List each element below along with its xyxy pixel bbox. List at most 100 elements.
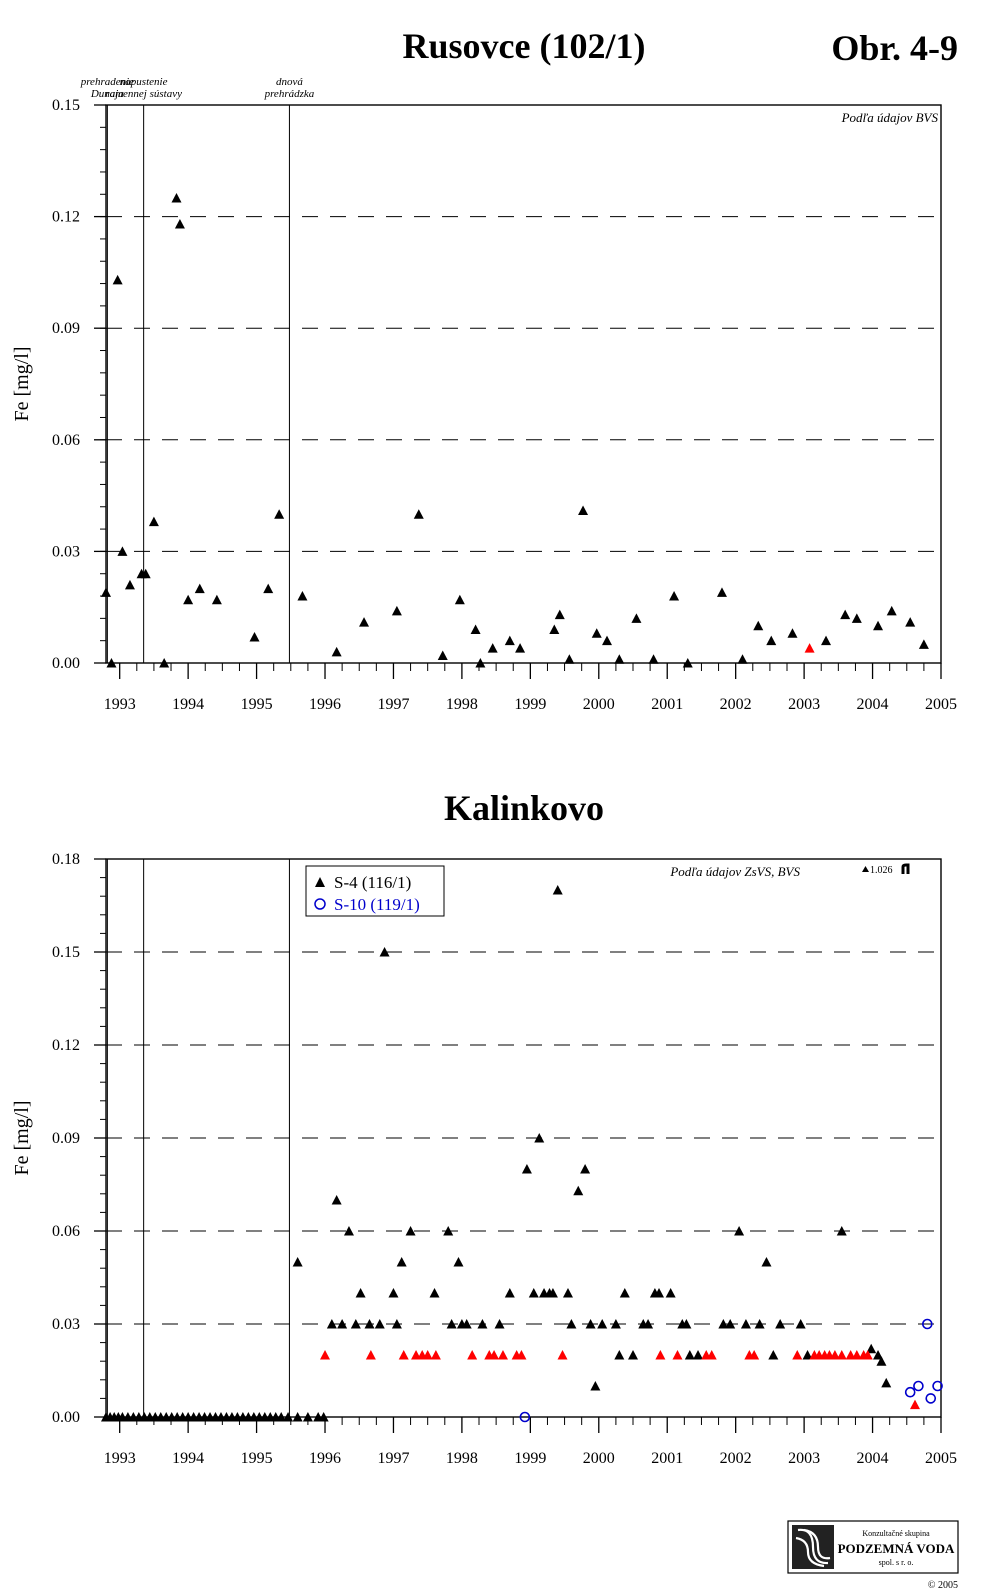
plot-frame: [105, 104, 942, 664]
y-tick-label: 0.06: [52, 1223, 80, 1240]
data-point: [391, 605, 402, 616]
figure-label: Obr. 4-9: [831, 28, 958, 68]
source-note: Podľa údajov BVS: [841, 110, 939, 125]
x-tick-label: 2002: [720, 696, 752, 713]
data-point: [684, 1350, 695, 1360]
logo-line1: Konzultačné skupina: [862, 1529, 930, 1538]
x-tick-label: 1998: [446, 696, 478, 713]
data-point: [174, 219, 185, 229]
data-point: [337, 1319, 348, 1329]
data-point: [761, 1257, 772, 1267]
logo-line3: spol. s r. o.: [879, 1558, 914, 1567]
x-tick-label: 1999: [514, 1450, 546, 1467]
x-tick-label: 1999: [514, 696, 546, 713]
data-point: [564, 654, 575, 664]
data-point: [396, 1257, 407, 1267]
data-point: [754, 1319, 765, 1329]
data-point: [547, 1288, 558, 1298]
data-point: [117, 546, 128, 556]
y-tick-label: 0.09: [52, 1130, 80, 1147]
data-point: [614, 654, 625, 664]
event-annotation: prehrádzka: [264, 88, 315, 100]
data-point: [585, 1319, 596, 1329]
chart-title: Kalinkovo: [444, 788, 604, 828]
data-point: [706, 1350, 717, 1360]
data-point: [840, 609, 851, 620]
y-tick-label: 0.12: [52, 209, 80, 226]
data-point: [475, 658, 486, 668]
data-point: [379, 947, 390, 957]
x-tick-label: 2000: [583, 1450, 615, 1467]
data-point: [610, 1319, 621, 1329]
y-tick-label: 0.03: [52, 1316, 80, 1333]
legend-box: [305, 865, 445, 917]
plot-frame: [105, 858, 942, 1418]
data-point: [665, 1288, 676, 1298]
data-point: [918, 639, 929, 649]
data-point: [905, 617, 916, 627]
data-point: [557, 1350, 568, 1360]
data-point: [159, 658, 170, 668]
data-point: [283, 1412, 294, 1422]
data-point: [718, 1319, 729, 1329]
data-point: [326, 1319, 337, 1329]
data-point: [925, 1393, 937, 1404]
data-point: [597, 1319, 608, 1329]
logo-line2: PODZEMNÁ VODA: [838, 1541, 955, 1556]
data-point: [413, 509, 424, 519]
data-point: [297, 591, 308, 601]
data-point: [388, 1288, 399, 1298]
data-point: [792, 1350, 803, 1360]
data-point: [836, 1226, 847, 1236]
x-tick-label: 2005: [925, 696, 957, 713]
data-point: [292, 1257, 303, 1267]
x-tick-label: 1996: [309, 696, 341, 713]
data-point: [787, 628, 798, 638]
data-point: [398, 1350, 409, 1360]
data-point: [648, 654, 659, 664]
y-tick-label: 0.15: [52, 944, 80, 961]
data-point: [737, 654, 748, 664]
copyright-text: © 2005: [928, 1580, 958, 1591]
x-tick-label: 1993: [104, 1450, 136, 1467]
data-point: [886, 605, 897, 616]
data-point: [766, 635, 777, 646]
data-point: [454, 594, 465, 605]
event-annotation: Dunaja: [90, 88, 125, 100]
data-point: [276, 1412, 287, 1422]
data-point: [521, 1164, 532, 1174]
data-point: [725, 1319, 736, 1329]
data-point: [740, 1319, 751, 1329]
y-tick-label: 0.15: [52, 97, 80, 114]
data-point: [909, 1399, 920, 1410]
data-point: [829, 1350, 840, 1360]
data-point: [693, 1350, 704, 1360]
data-point: [922, 1318, 933, 1330]
company-logo-icon: [792, 1525, 834, 1569]
data-point: [331, 1195, 342, 1205]
data-point: [672, 1350, 683, 1360]
data-point: [681, 1319, 692, 1329]
data-point: [320, 1350, 331, 1360]
data-point: [628, 1350, 639, 1360]
source-note: Podľa údajov ZsVS, BVS: [669, 864, 800, 879]
data-point: [101, 587, 111, 597]
data-point: [753, 620, 764, 631]
data-point: [302, 1412, 313, 1422]
data-point: [866, 1343, 877, 1354]
data-point: [494, 1319, 505, 1329]
data-point: [504, 1288, 515, 1298]
data-point: [876, 1356, 887, 1366]
data-point: [194, 583, 205, 594]
x-tick-label: 1994: [172, 1450, 204, 1467]
data-point: [654, 1288, 665, 1298]
data-point: [429, 1288, 440, 1298]
x-tick-label: 1993: [104, 696, 136, 713]
data-point: [124, 579, 135, 590]
data-point: [716, 587, 727, 597]
data-point: [549, 624, 560, 635]
data-point: [873, 620, 884, 631]
data-point: [591, 628, 602, 638]
company-logo: Konzultačné skupina PODZEMNÁ VODA spol. …: [787, 1520, 959, 1574]
data-point: [573, 1185, 584, 1196]
